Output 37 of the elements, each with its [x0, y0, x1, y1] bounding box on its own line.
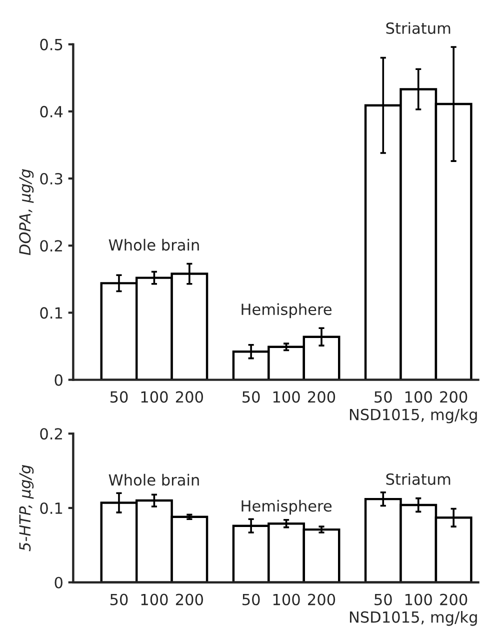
y-tick-label: 0.3: [40, 172, 62, 185]
x-tick-label: 200: [440, 594, 468, 606]
x-tick-label: 100: [273, 594, 300, 606]
y-tick-label: 0.1: [40, 502, 62, 514]
y-tick-label: 0: [54, 374, 62, 386]
y-tick-label: 0.5: [40, 38, 62, 50]
x-tick-label: 100: [141, 594, 168, 606]
x-axis-title: NSD1015, mg/kg: [350, 408, 477, 424]
annotation: Whole brain: [108, 238, 199, 251]
y-tick-label: 0.2: [40, 428, 62, 440]
x-tick-label: 200: [176, 391, 203, 403]
annotation: Hemisphere: [242, 303, 332, 318]
annotation: Hemisphere: [242, 500, 332, 515]
y-tick-label: 0.2: [40, 240, 62, 252]
x-tick-label: 50: [374, 594, 392, 606]
x-tick-label: 200: [308, 391, 336, 403]
y-tick-label: 0: [54, 576, 62, 588]
x-tick-label: 50: [242, 391, 260, 403]
x-tick-label: 50: [242, 594, 260, 606]
x-tick-label: 100: [273, 391, 300, 403]
x-tick-label: 100: [405, 594, 432, 606]
x-tick-label: 50: [374, 391, 392, 403]
x-tick-label: 200: [176, 594, 203, 606]
y-axis-title: DOPA, μg/g: [19, 169, 34, 256]
y-axis-title: 5-HTP, μg/g: [19, 465, 34, 552]
x-tick-label: 100: [141, 391, 168, 403]
y-tick-label: 0.1: [40, 307, 62, 319]
x-tick-label: 200: [308, 594, 336, 606]
y-tick-label: 0.4: [40, 106, 63, 118]
x-tick-label: 200: [440, 391, 468, 403]
x-tick-label: 50: [110, 594, 128, 606]
annotation: Whole brain: [108, 474, 199, 486]
x-tick-label: 50: [110, 391, 128, 403]
annotation: Striatum: [386, 473, 450, 485]
x-tick-label: 100: [405, 391, 432, 403]
x-axis-title: NSD1015, mg/kg: [350, 611, 477, 626]
text: Striatum: [386, 22, 450, 34]
